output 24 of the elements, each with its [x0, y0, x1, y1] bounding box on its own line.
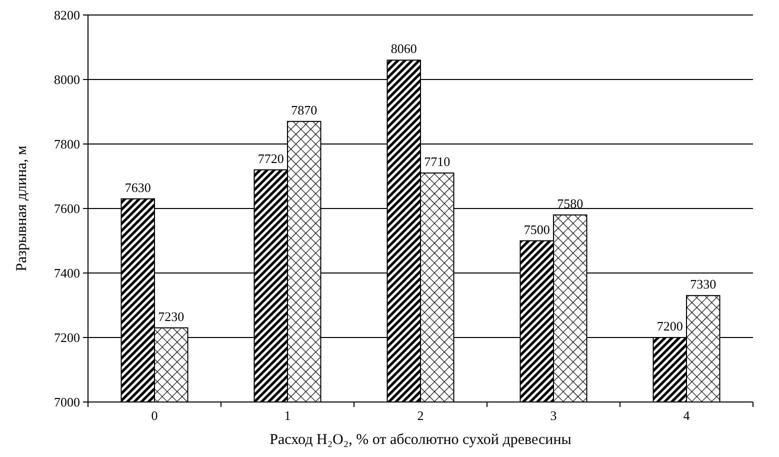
data-label: 7230	[158, 308, 184, 324]
x-tick-label: 4	[683, 408, 690, 423]
y-tick-label: 7800	[54, 136, 80, 152]
y-tick-label: 8000	[54, 72, 80, 88]
data-label: 7580	[557, 196, 584, 211]
data-label: 8060	[390, 41, 417, 56]
y-axis-title: Разрывная длина, м	[14, 145, 30, 272]
x-tick-label: 0	[151, 408, 158, 423]
y-tick-label: 7400	[54, 266, 80, 281]
data-label: 7870	[291, 102, 318, 118]
x-axis-title: Расход H₂O₂, % от абсолютно сухой древесины	[270, 432, 572, 448]
data-label: 7500	[524, 222, 550, 237]
y-tick-label: 8200	[54, 8, 80, 23]
y-tick-label: 7200	[54, 330, 80, 346]
y-tick-label: 7600	[54, 201, 80, 216]
x-tick-label: 1	[284, 408, 291, 423]
y-tick-label: 7000	[54, 394, 80, 410]
data-label: 7330	[690, 276, 716, 292]
data-label: 7720	[258, 150, 284, 166]
x-tick-label: 3	[550, 408, 557, 423]
data-label: 7710	[424, 154, 450, 170]
data-label: 7630	[124, 180, 151, 195]
data-label: 7200	[656, 318, 683, 334]
x-tick-label: 2	[417, 408, 424, 423]
